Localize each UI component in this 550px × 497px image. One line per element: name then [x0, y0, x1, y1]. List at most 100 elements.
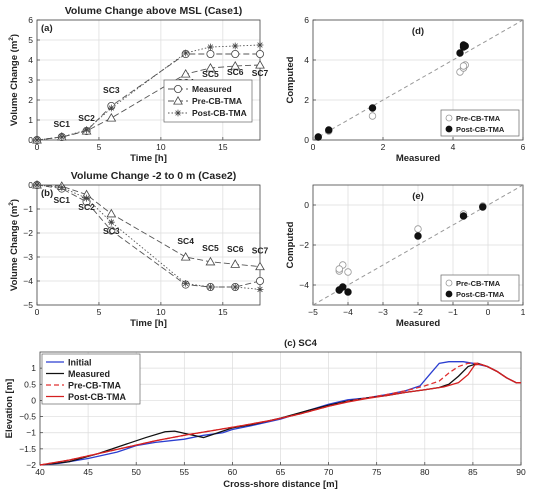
legend-marker	[445, 125, 453, 133]
stage-label: SC6	[227, 67, 244, 77]
legend-marker	[445, 114, 453, 122]
stage-label: SC7	[252, 68, 269, 78]
panel-d: 0 2 4 6 0 2 4 6 (d) Measured Computed Pre-CB-TMA Pos…	[285, 15, 526, 164]
x-tick-label: 2	[381, 142, 386, 152]
legend-label: Measured	[68, 369, 110, 379]
y-tick-label: 4	[28, 55, 33, 65]
legend-label: Post-CB-TMA	[456, 290, 505, 299]
legend-label: Post-CB-TMA	[192, 108, 247, 118]
y-tick-label: 6	[28, 15, 33, 25]
legend-label: Initial	[68, 358, 92, 368]
point-pre	[459, 62, 468, 70]
legend-marker	[445, 279, 453, 287]
y-tick-label: 3	[28, 75, 33, 85]
point-post	[368, 104, 377, 112]
y-tick-label: 1	[31, 363, 36, 373]
point-post	[335, 286, 343, 294]
marker-circle	[255, 50, 264, 59]
marker-triangle	[106, 112, 117, 122]
point-post	[314, 133, 322, 141]
axes-frame	[312, 184, 524, 306]
y-tick-label: 1	[28, 115, 33, 125]
panel-label: (e)	[412, 191, 424, 202]
x-tick-label: 4	[451, 142, 456, 152]
marker-star	[107, 218, 115, 226]
marker-star	[182, 49, 190, 57]
profile-line	[39, 363, 521, 466]
point-post	[479, 203, 487, 211]
y-tick-label: −3	[23, 252, 33, 262]
stage-label: SC5	[202, 69, 219, 79]
stage-label: SC2	[78, 113, 95, 123]
point-pre	[335, 265, 343, 273]
marker-star	[83, 194, 90, 202]
x-tick-label: 5	[97, 142, 102, 152]
marker-triangle	[230, 60, 241, 70]
y-tick-label: −2	[299, 240, 309, 250]
x-tick-label: 70	[324, 467, 334, 477]
marker-star	[231, 42, 239, 50]
y-tick-label: 0	[304, 200, 309, 210]
point-pre	[344, 268, 352, 276]
legend-label: Pre-CB-TMA	[456, 114, 501, 123]
x-tick-label: 50	[131, 467, 141, 477]
stage-label: SC3	[103, 226, 120, 236]
panel-c: 40 45 50 55 60 65 70 75 80 85 90 −2 −1.5 −1 −0.5 0 0.5 1 (…	[4, 338, 526, 490]
marker-triangle	[205, 256, 216, 266]
x-tick-label: 10	[156, 307, 166, 317]
x-tick-label: 15	[218, 142, 228, 152]
y-axis-label: Computed	[285, 56, 296, 103]
marker-star	[207, 43, 214, 51]
legend-label: Post-CB-TMA	[68, 392, 126, 402]
y-tick-label: 6	[304, 15, 309, 25]
panel-title: Volume Change above MSL (Case1)	[65, 5, 243, 17]
point-post	[414, 232, 422, 240]
point-post	[456, 49, 464, 57]
point-post	[459, 212, 468, 220]
x-tick-label: −1	[448, 307, 458, 317]
marker-circle	[107, 226, 116, 235]
x-tick-label: 80	[420, 467, 430, 477]
one-to-one-line	[312, 19, 524, 141]
marker-star	[207, 283, 214, 291]
marker-triangle	[255, 59, 265, 69]
legend-label: Measured	[192, 84, 232, 94]
x-tick-label: 75	[372, 467, 382, 477]
x-tick-label: 1	[521, 307, 526, 317]
marker-star	[107, 104, 115, 112]
legend-label: Pre-CB-TMA	[456, 279, 501, 288]
y-tick-label: −0.5	[19, 412, 36, 422]
legend-marker	[445, 290, 453, 298]
stage-label: SC4	[177, 236, 194, 246]
series-line	[36, 44, 261, 141]
axes-frame	[36, 184, 261, 306]
y-tick-label: 0	[28, 135, 33, 145]
legend-box	[440, 274, 520, 302]
marker-star	[256, 286, 264, 293]
stage-label: SC6	[227, 244, 244, 254]
x-axis-label: Cross-shore distance [m]	[223, 479, 338, 490]
stage-label: SC5	[202, 243, 219, 253]
panel-b: 0 5 10 15 −5 −4 −3 −2 −1 0 Volume Change -2 to 0 m…	[8, 170, 269, 329]
legend-label: Post-CB-TMA	[456, 125, 505, 134]
x-tick-label: 0	[35, 307, 40, 317]
panel-e: −5 −4 −3 −2 −1 0 1 −4 −2 0 (e) Measured Computed Pre-…	[285, 184, 526, 329]
y-tick-label: 2	[28, 95, 33, 105]
marker-star	[58, 184, 66, 191]
marker-star	[58, 133, 66, 141]
stage-label: SC1	[54, 119, 71, 129]
marker-triangle	[106, 208, 117, 218]
marker-star	[231, 283, 239, 291]
marker-star	[174, 109, 182, 117]
x-tick-label: 6	[521, 142, 526, 152]
axes-frame	[36, 19, 261, 141]
marker-star	[83, 126, 90, 134]
stage-label: SC1	[54, 195, 71, 205]
panel-label: (a)	[41, 23, 53, 34]
panel-label: (d)	[412, 26, 424, 37]
marker-circle	[231, 50, 240, 59]
y-tick-label: 0	[31, 395, 36, 405]
x-axis-label: Measured	[396, 153, 441, 164]
marker-circle	[173, 85, 182, 94]
